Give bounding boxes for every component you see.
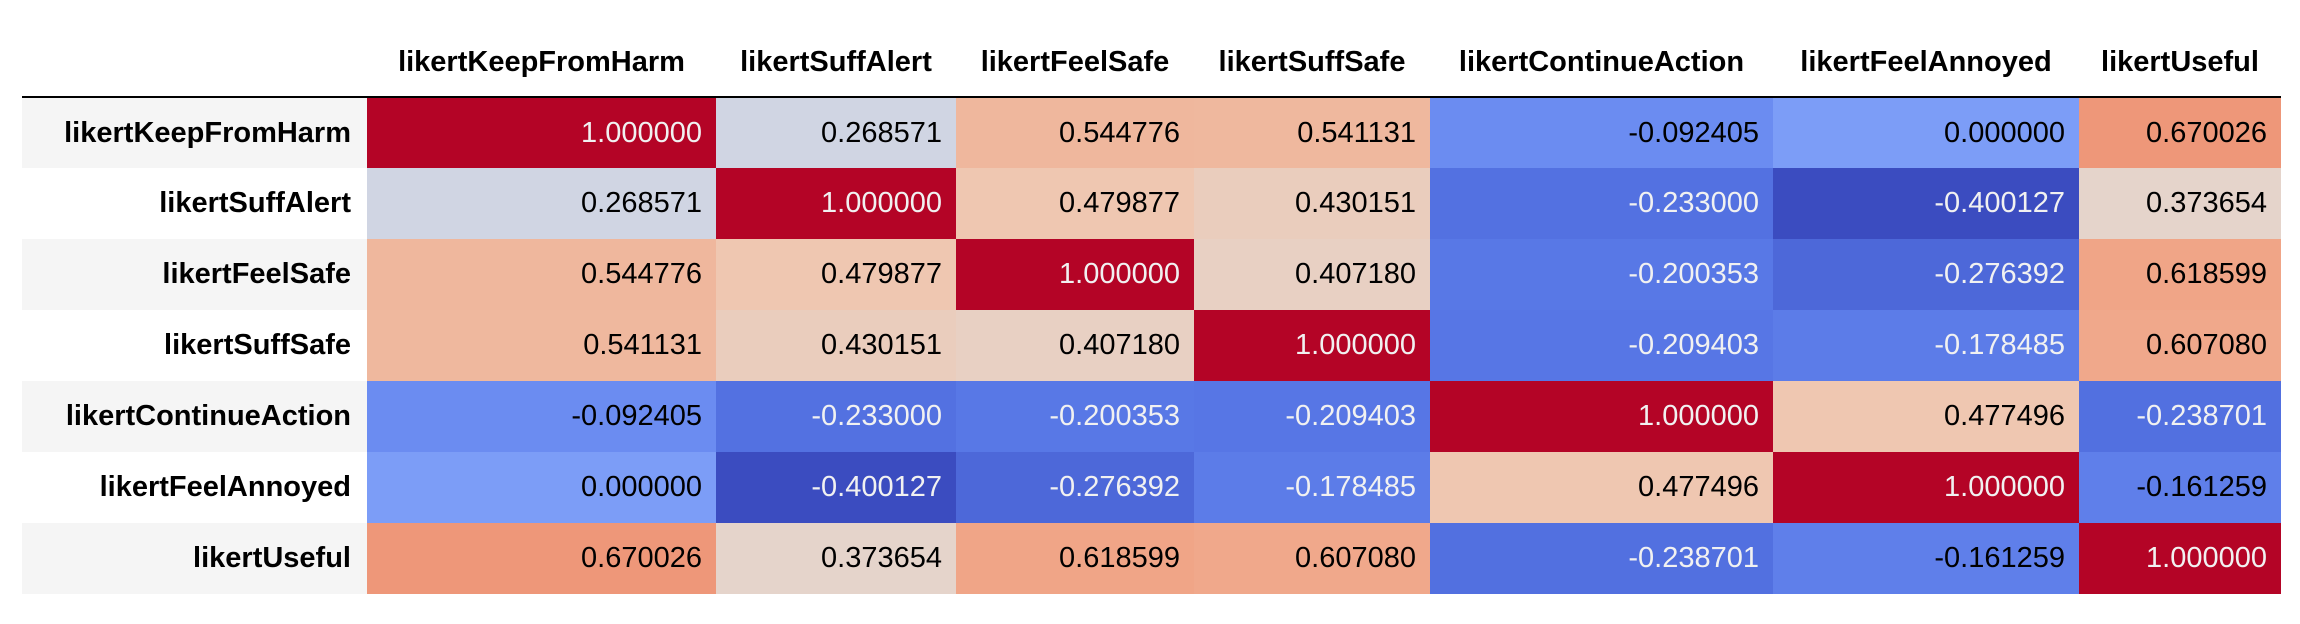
heatmap-cell: 0.477496 <box>1773 381 2079 452</box>
heatmap-cell: -0.178485 <box>1194 452 1430 523</box>
heatmap-cell: 0.373654 <box>2079 168 2281 239</box>
heatmap-cell: 1.000000 <box>1773 452 2079 523</box>
header-row: likertKeepFromHarm likertSuffAlert likertF… <box>22 28 2281 98</box>
table-body: likertKeepFromHarm 1.000000 0.268571 0.5447… <box>22 97 2281 594</box>
column-header: likertContinueAction <box>1430 28 1773 98</box>
heatmap-cell: -0.178485 <box>1773 310 2079 381</box>
heatmap-cell: 1.000000 <box>1194 310 1430 381</box>
row-label: likertFeelSafe <box>22 239 367 310</box>
heatmap-cell: 0.430151 <box>716 310 956 381</box>
heatmap-cell: 0.607080 <box>2079 310 2281 381</box>
heatmap-cell: -0.233000 <box>1430 168 1773 239</box>
heatmap-cell: 0.541131 <box>367 310 716 381</box>
column-header: likertSuffAlert <box>716 28 956 98</box>
heatmap-cell: 0.268571 <box>716 97 956 168</box>
heatmap-cell: 0.544776 <box>367 239 716 310</box>
table-row: likertContinueAction -0.092405 -0.233000 -0… <box>22 381 2281 452</box>
heatmap-cell: -0.161259 <box>1773 523 2079 594</box>
heatmap-cell: 0.544776 <box>956 97 1194 168</box>
heatmap-cell: 0.407180 <box>956 310 1194 381</box>
heatmap-cell: -0.276392 <box>956 452 1194 523</box>
heatmap-cell: 0.607080 <box>1194 523 1430 594</box>
heatmap-cell: 0.618599 <box>2079 239 2281 310</box>
table-row: likertFeelSafe 0.544776 0.479877 1.000000 0.… <box>22 239 2281 310</box>
heatmap-cell: 0.430151 <box>1194 168 1430 239</box>
table-row: likertUseful 0.670026 0.373654 0.618599 0.60… <box>22 523 2281 594</box>
heatmap-cell: -0.233000 <box>716 381 956 452</box>
row-label: likertKeepFromHarm <box>22 97 367 168</box>
heatmap-cell: -0.276392 <box>1773 239 2079 310</box>
heatmap-cell: 0.618599 <box>956 523 1194 594</box>
heatmap-cell: -0.238701 <box>1430 523 1773 594</box>
heatmap-cell: 0.541131 <box>1194 97 1430 168</box>
heatmap-cell: -0.161259 <box>2079 452 2281 523</box>
heatmap-cell: 0.000000 <box>1773 97 2079 168</box>
heatmap-cell: -0.400127 <box>1773 168 2079 239</box>
heatmap-cell: 0.670026 <box>367 523 716 594</box>
heatmap-cell: -0.200353 <box>1430 239 1773 310</box>
correlation-table: likertKeepFromHarm likertSuffAlert likertF… <box>22 28 2281 594</box>
heatmap-cell: 0.373654 <box>716 523 956 594</box>
heatmap-cell: 1.000000 <box>1430 381 1773 452</box>
heatmap-cell: -0.092405 <box>1430 97 1773 168</box>
corner-cell <box>22 28 367 98</box>
heatmap-cell: 0.479877 <box>956 168 1194 239</box>
heatmap-cell: 1.000000 <box>956 239 1194 310</box>
heatmap-cell: -0.209403 <box>1194 381 1430 452</box>
row-label: likertSuffAlert <box>22 168 367 239</box>
heatmap-cell: 0.000000 <box>367 452 716 523</box>
heatmap-cell: -0.238701 <box>2079 381 2281 452</box>
table-row: likertSuffSafe 0.541131 0.430151 0.407180 1.… <box>22 310 2281 381</box>
row-label: likertFeelAnnoyed <box>22 452 367 523</box>
column-header: likertFeelSafe <box>956 28 1194 98</box>
column-header: likertKeepFromHarm <box>367 28 716 98</box>
heatmap-cell: 1.000000 <box>367 97 716 168</box>
row-label: likertContinueAction <box>22 381 367 452</box>
heatmap-cell: -0.209403 <box>1430 310 1773 381</box>
heatmap-cell: 0.479877 <box>716 239 956 310</box>
heatmap-cell: 0.477496 <box>1430 452 1773 523</box>
table-header: likertKeepFromHarm likertSuffAlert likertF… <box>22 28 2281 98</box>
column-header: likertUseful <box>2079 28 2281 98</box>
table-row: likertKeepFromHarm 1.000000 0.268571 0.5447… <box>22 97 2281 168</box>
column-header: likertSuffSafe <box>1194 28 1430 98</box>
heatmap-cell: 1.000000 <box>2079 523 2281 594</box>
heatmap-cell: 0.670026 <box>2079 97 2281 168</box>
heatmap-cell: 0.407180 <box>1194 239 1430 310</box>
row-label: likertSuffSafe <box>22 310 367 381</box>
column-header: likertFeelAnnoyed <box>1773 28 2079 98</box>
heatmap-cell: -0.400127 <box>716 452 956 523</box>
heatmap-cell: -0.200353 <box>956 381 1194 452</box>
heatmap-cell: 0.268571 <box>367 168 716 239</box>
table-row: likertFeelAnnoyed 0.000000 -0.400127 -0.276… <box>22 452 2281 523</box>
table-row: likertSuffAlert 0.268571 1.000000 0.479877 0… <box>22 168 2281 239</box>
heatmap-cell: 1.000000 <box>716 168 956 239</box>
row-label: likertUseful <box>22 523 367 594</box>
heatmap-cell: -0.092405 <box>367 381 716 452</box>
